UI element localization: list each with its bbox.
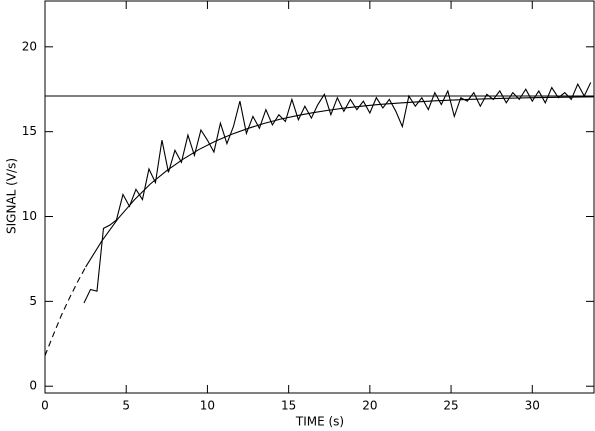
x-tick-label: 20 (362, 399, 377, 413)
x-tick-label: 30 (525, 399, 540, 413)
y-tick-label: 5 (29, 294, 37, 308)
y-axis-label: SIGNAL (V/s) (5, 158, 19, 234)
x-tick-label: 25 (443, 399, 458, 413)
y-tick-label: 15 (22, 124, 37, 138)
y-tick-label: 0 (29, 379, 37, 393)
y-tick-label: 10 (22, 209, 37, 223)
x-tick-label: 5 (122, 399, 130, 413)
x-axis-label: TIME (s) (295, 415, 344, 429)
x-tick-label: 0 (41, 399, 49, 413)
y-tick-label: 20 (22, 39, 37, 53)
plot-frame (44, 0, 595, 394)
x-tick-label: 10 (200, 399, 215, 413)
series-line (83, 82, 592, 304)
series-line (85, 96, 595, 268)
series-line (44, 266, 87, 356)
x-tick-label: 15 (281, 399, 296, 413)
